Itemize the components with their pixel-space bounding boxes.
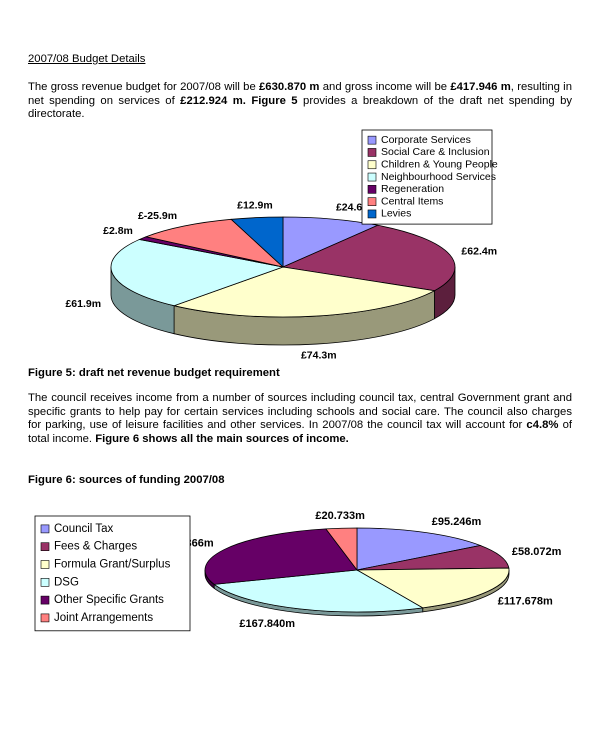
legend-swatch: [367, 172, 377, 182]
legend-swatch: [40, 595, 50, 605]
value-label: £95.246m: [432, 516, 482, 528]
value-label: £61.9m: [65, 298, 101, 310]
legend-label: Central Items: [381, 195, 443, 207]
text-run: and gross income will be: [319, 81, 451, 93]
legend-label: Social Care & Inclusion: [381, 146, 490, 158]
figure-caption: Figure 6: sources of funding 2007/08: [28, 474, 225, 486]
legend-swatch: [367, 135, 377, 145]
text-run: £212.924 m. Figure 5: [180, 94, 298, 107]
legend-label: Corporate Services: [381, 134, 471, 146]
legend-swatch: [367, 160, 377, 170]
legend-swatch: [367, 185, 377, 194]
legend-swatch: [40, 542, 50, 552]
pie-slice: [355, 567, 510, 609]
text-run: Figure 6 shows all the main sources of i…: [95, 432, 349, 445]
pie-slice: [144, 218, 285, 268]
text-run: , resulting in net spending on services …: [28, 81, 572, 107]
legend-label: Formula Grant/Surplus: [54, 559, 171, 571]
value-label: £20.733m: [315, 510, 365, 522]
value-label: £74.3m: [301, 350, 337, 362]
value-label: £-25.9m: [138, 210, 177, 222]
text-run: c4.8%: [526, 419, 559, 431]
legend-swatch: [40, 613, 50, 623]
heading: 2007/08 Budget Details: [28, 53, 146, 65]
pie-slice: [110, 239, 285, 307]
value-label: £2.8m: [103, 225, 133, 237]
value-label: £12.9m: [237, 200, 273, 212]
value-label: £167.840m: [239, 618, 295, 630]
value-label: £117.678m: [498, 596, 553, 608]
pie-slice: [325, 527, 358, 572]
legend-box: [361, 129, 493, 225]
text-run: provides a breakdown of the draft net sp…: [28, 94, 572, 121]
pie-slice: [213, 569, 424, 613]
paragraph: The gross revenue budget for 2007/08 wil…: [28, 81, 572, 122]
pie-slice: [281, 224, 456, 292]
legend-box: [34, 515, 191, 632]
pie-slice: [230, 216, 284, 268]
pie-slice: [172, 266, 436, 318]
pie-slice: [282, 216, 380, 268]
legend-swatch: [40, 560, 50, 569]
legend-label: Children & Young People: [381, 159, 498, 171]
legend-label: Joint Arrangements: [54, 612, 153, 624]
legend-swatch: [367, 209, 377, 219]
text-run: £417.946 m: [450, 81, 511, 93]
legend-label: Neighbourhood Services: [381, 171, 496, 183]
paragraph: The council receives income from a numbe…: [28, 392, 572, 446]
legend-swatch: [367, 197, 377, 206]
legend-label: Other Specific Grants: [54, 594, 164, 606]
pie-slice: [204, 528, 358, 585]
legend-label: Fees & Charges: [54, 541, 137, 553]
pie-slice: [356, 527, 482, 571]
legend-swatch: [367, 148, 377, 157]
legend-swatch: [40, 577, 50, 587]
pie-slice: [356, 545, 510, 571]
text-run: The council receives income from a numbe…: [28, 392, 572, 431]
value-label: £62.4m: [461, 246, 497, 258]
legend-swatch: [40, 524, 50, 534]
legend-label: Regeneration: [381, 183, 444, 195]
text-run: The gross revenue budget for 2007/08 wil…: [28, 81, 260, 93]
text-run: £630.870 m: [259, 81, 320, 93]
figure-caption: Figure 5: draft net revenue budget requi…: [28, 367, 280, 379]
value-label: £58.072m: [512, 546, 562, 558]
legend-label: DSG: [54, 576, 79, 588]
text-run: of total income.: [28, 419, 573, 445]
legend-label: Council Tax: [54, 523, 113, 535]
legend-label: Levies: [381, 208, 411, 220]
